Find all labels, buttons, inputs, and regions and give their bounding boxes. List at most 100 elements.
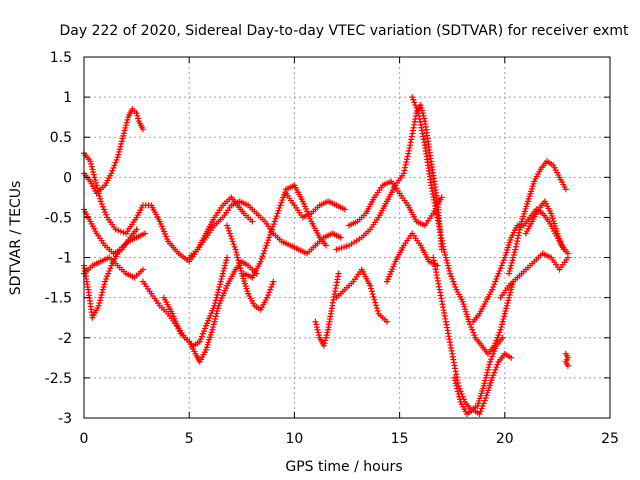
data-point [268,283,275,290]
data-point [211,318,218,325]
data-point [124,116,131,123]
data-point [90,171,97,178]
data-point [123,119,130,126]
data-point [233,249,240,256]
data-point [227,233,234,240]
data-point [482,374,489,381]
data-point [490,283,497,290]
data-point [275,207,282,214]
data-point [476,410,483,417]
data-point [118,138,125,145]
data-point [456,393,463,400]
data-point [513,240,520,247]
data-point [471,332,478,339]
data-point [219,270,226,277]
data-point [444,262,451,269]
data-point [452,380,459,387]
data-point [495,270,502,277]
data-point [105,270,112,277]
data-point [508,286,515,293]
chart-title: Day 222 of 2020, Sidereal Day-to-day VTE… [60,23,630,39]
data-point [492,278,499,285]
data-point [507,265,514,272]
data-point [315,332,322,339]
data-point [516,226,523,233]
data-point [322,334,329,341]
data-point [562,186,569,193]
data-point [489,353,496,360]
data-point [493,364,500,371]
data-point [112,159,119,166]
data-point [517,224,524,231]
data-point [232,246,239,253]
data-point [260,250,267,257]
data-point [98,201,105,208]
data-point [111,162,118,169]
data-point [492,340,499,347]
data-point [481,397,488,404]
data-point [557,238,564,245]
data-point [469,326,476,333]
data-point [269,281,276,288]
y-tick-label: -0.5 [45,210,72,226]
data-point [491,369,498,376]
data-point [97,297,104,304]
y-tick-label: 0 [63,170,72,186]
data-point [322,337,329,344]
data-point [196,338,203,345]
data-point [209,326,216,333]
data-point [480,382,487,389]
data-point [442,254,449,261]
data-point [213,294,220,301]
data-point [220,267,227,274]
data-point [403,156,410,163]
data-point [262,245,269,252]
y-tick-label: -1.5 [45,291,72,307]
data-point [445,265,452,272]
data-point [320,342,327,349]
data-point [479,402,486,409]
data-point [266,234,273,241]
data-point [264,239,271,246]
data-point [92,177,99,184]
x-tick-label: 25 [601,431,619,447]
data-point [322,242,329,249]
data-point [454,388,461,395]
data-point [367,285,374,292]
data-point [449,275,456,282]
data-point [97,294,104,301]
data-point [452,283,459,290]
data-point [118,140,125,147]
data-point [121,127,128,134]
data-point [100,283,107,290]
data-point [455,390,462,397]
data-point [440,246,447,253]
y-axis-label: SDTVAR / TECUs [8,181,24,296]
data-point [409,94,416,101]
data-point [499,259,506,266]
data-point [498,262,505,269]
data-point [451,374,458,381]
data-point [236,262,243,269]
data-point [120,132,127,139]
data-point [370,293,377,300]
data-point [450,278,457,285]
data-point [117,228,124,235]
data-point [266,289,273,296]
data-point [321,340,328,347]
data-point [560,246,567,253]
data-point [369,291,376,298]
data-point [402,161,409,168]
data-point [502,308,509,315]
data-point [94,185,101,192]
data-point [453,382,460,389]
data-point [233,251,240,258]
data-point [501,310,508,317]
data-point [268,229,275,236]
data-point [218,275,225,282]
data-point [555,233,562,240]
data-point [265,237,272,244]
data-point [480,400,487,407]
data-point [271,218,278,225]
y-tick-label: -2 [58,331,72,347]
